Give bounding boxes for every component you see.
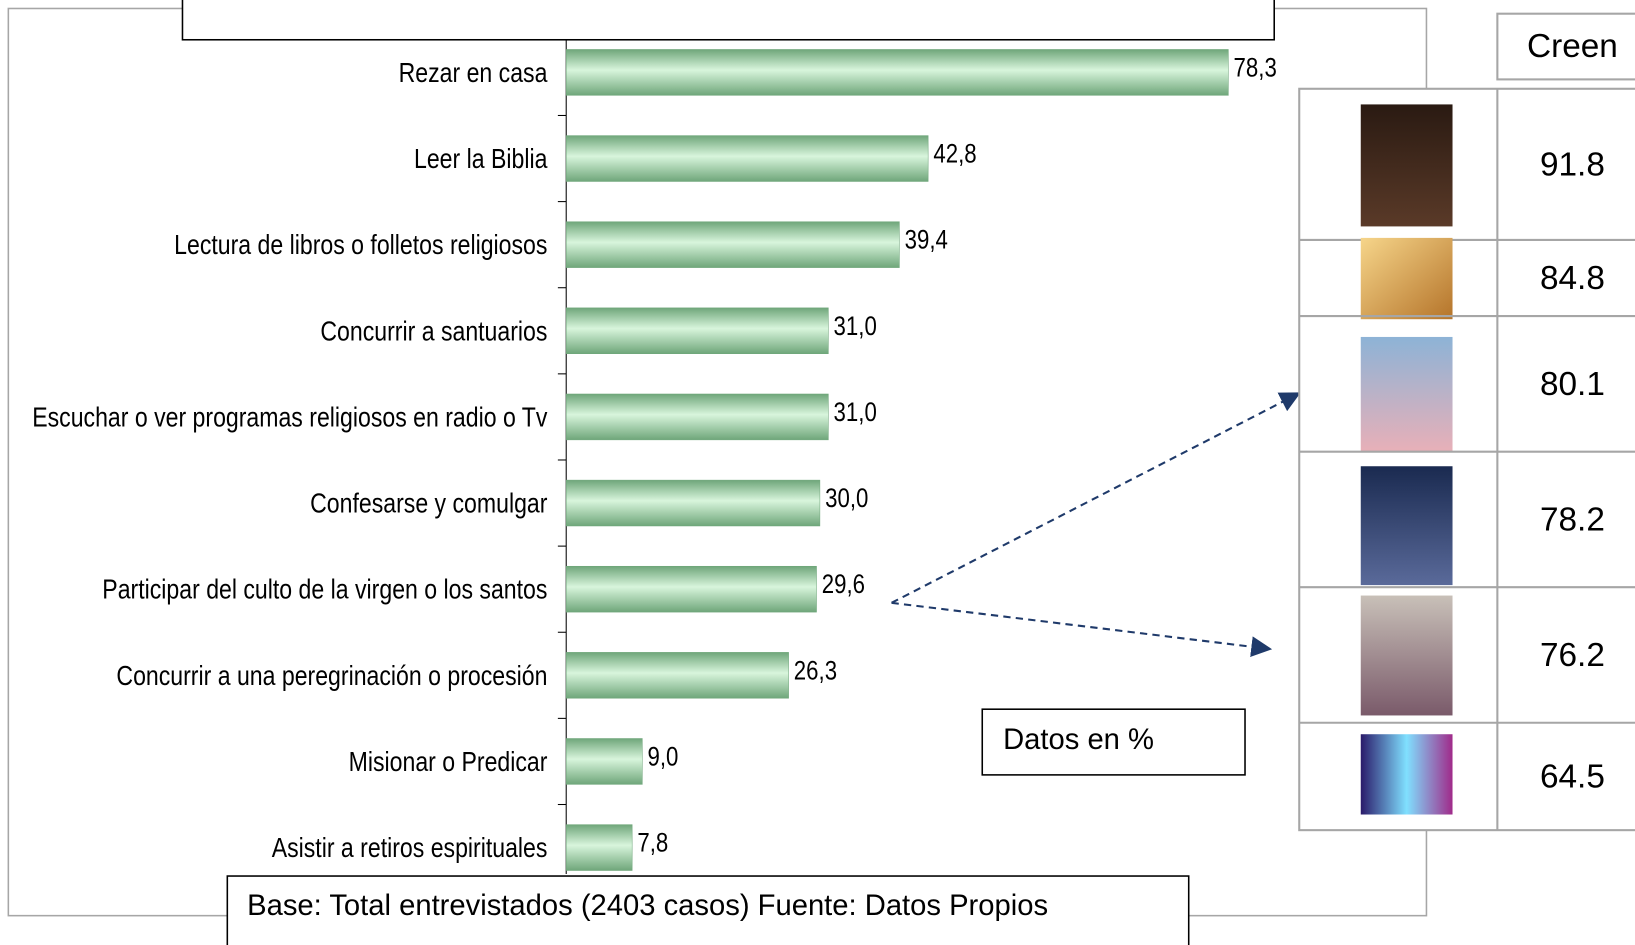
category-label: Lectura de libros o folletos religiosos	[174, 230, 547, 261]
image	[1360, 104, 1453, 227]
value-label: 26,3	[794, 656, 837, 686]
image	[1360, 734, 1453, 815]
category-label: Asistir a retiros espirituales	[272, 833, 548, 864]
table-value: 80.1	[1540, 366, 1605, 403]
value-label: 31,0	[834, 398, 877, 428]
table-header: Creen	[1527, 28, 1618, 65]
table-header-cell	[1496, 12, 1635, 81]
table-value: 84.8	[1540, 260, 1605, 297]
arrow	[891, 601, 1273, 658]
value-label: 30,0	[825, 484, 868, 514]
bar	[565, 393, 829, 441]
table-value: 76.2	[1540, 637, 1605, 674]
category-label: Misionar o Predicar	[349, 747, 548, 778]
value-label: 78,3	[1234, 53, 1277, 83]
value-label: 7,8	[637, 829, 668, 859]
table-value: 64.5	[1540, 758, 1605, 795]
category-label: Concurrir a santuarios	[320, 316, 547, 347]
bar	[565, 49, 1229, 96]
value-label: 39,4	[905, 226, 948, 256]
arrow	[891, 392, 1301, 604]
bar	[565, 135, 929, 182]
bar	[565, 479, 821, 527]
category-label: Participar del culto de la virgen o los …	[102, 575, 547, 606]
bar	[565, 652, 789, 699]
bar	[565, 565, 817, 613]
category-label: Confesarse y comulgar	[310, 489, 548, 520]
bar	[565, 824, 633, 871]
value-label: 29,6	[822, 570, 865, 600]
bar	[565, 221, 900, 268]
image	[1360, 466, 1453, 586]
category-label: Concurrir a una peregrinación o procesió…	[116, 661, 547, 692]
image	[1360, 237, 1453, 320]
table: 91.8 84.8 80.1 78.2 76.2 64.5	[1298, 87, 1635, 832]
value-label: 31,0	[834, 312, 877, 342]
table-value: 78.2	[1540, 501, 1605, 538]
table-frame	[1298, 87, 1635, 832]
bar	[565, 307, 829, 354]
footnote-box	[226, 875, 1190, 945]
value-label: 9,0	[648, 743, 679, 773]
category-label: Escuchar o ver programas religiosos en r…	[32, 402, 547, 433]
table-value: 91.8	[1540, 146, 1605, 183]
image	[1360, 336, 1453, 452]
title-box	[181, 0, 1275, 41]
annotation: Datos en %	[1003, 724, 1154, 756]
category-label: Rezar en casa	[399, 58, 548, 89]
bar	[565, 738, 643, 785]
annotation-box	[981, 708, 1246, 776]
plot: Rezar en casa 78,3 Leer la Biblia 42,8 Lectu…	[32, 49, 1277, 871]
category-label: Leer la Biblia	[414, 144, 548, 175]
value-label: 42,8	[933, 140, 976, 170]
image	[1360, 595, 1453, 716]
footnote: Base: Total entrevistados (2403 casos) F…	[247, 890, 1048, 922]
